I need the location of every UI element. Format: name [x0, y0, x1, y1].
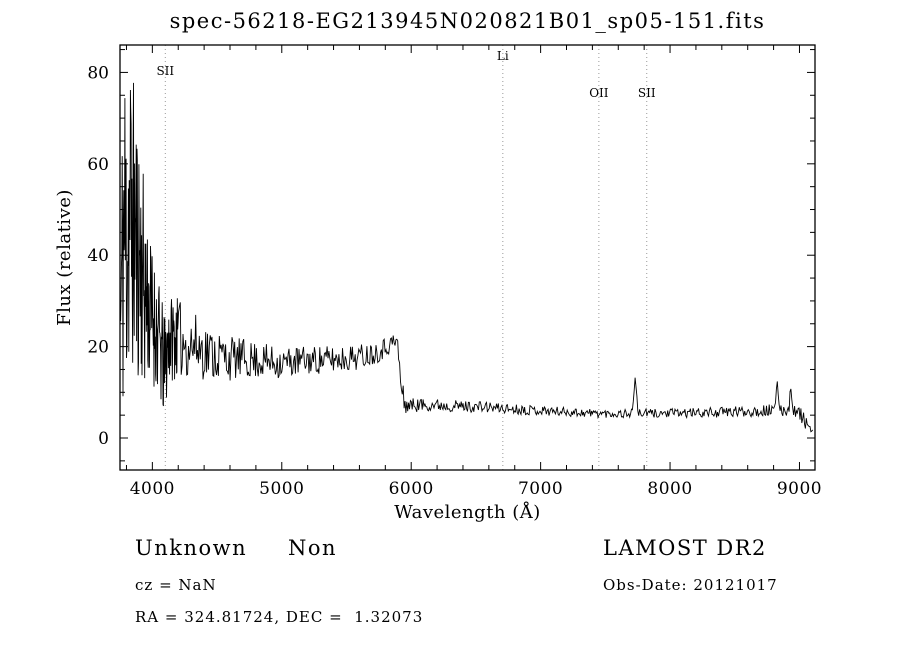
x-axis-label: Wavelength (Å): [394, 501, 541, 523]
spectral-line-label: SII: [638, 86, 656, 100]
x-tick-label: 6000: [389, 479, 434, 499]
spectrum-chart: spec-56218-EG213945N020821B01_sp05-151.f…: [54, 9, 822, 523]
spectral-line-label: OII: [589, 86, 609, 100]
chart-title: spec-56218-EG213945N020821B01_sp05-151.f…: [170, 9, 766, 33]
ra-dec-value: RA = 324.81724, DEC = 1.32073: [135, 608, 424, 626]
y-tick-label: 40: [87, 246, 109, 266]
cz-value: cz = NaN: [135, 576, 217, 594]
spectral-line-label: Li: [497, 49, 509, 63]
y-tick-label: 80: [87, 63, 109, 83]
plot-frame: [119, 44, 816, 471]
spectrum-chart-svg: spec-56218-EG213945N020821B01_sp05-151.f…: [54, 9, 822, 523]
x-tick-label: 7000: [518, 479, 563, 499]
spectral-line-label: SII: [156, 64, 174, 78]
classification-label: Unknown: [135, 536, 248, 560]
subclass-label: Non: [288, 536, 338, 560]
y-axis-label: Flux (relative): [54, 189, 75, 326]
x-tick-label: 5000: [259, 479, 304, 499]
obs-date: Obs-Date: 20121017: [603, 576, 778, 594]
x-tick-label: 9000: [777, 479, 822, 499]
survey-label: LAMOST DR2: [603, 536, 767, 560]
spectrum-trace: [120, 82, 814, 433]
y-tick-label: 0: [98, 429, 109, 449]
y-tick-label: 60: [87, 155, 109, 175]
x-tick-label: 4000: [130, 479, 175, 499]
x-tick-label: 8000: [647, 479, 692, 499]
y-tick-label: 20: [87, 338, 109, 358]
